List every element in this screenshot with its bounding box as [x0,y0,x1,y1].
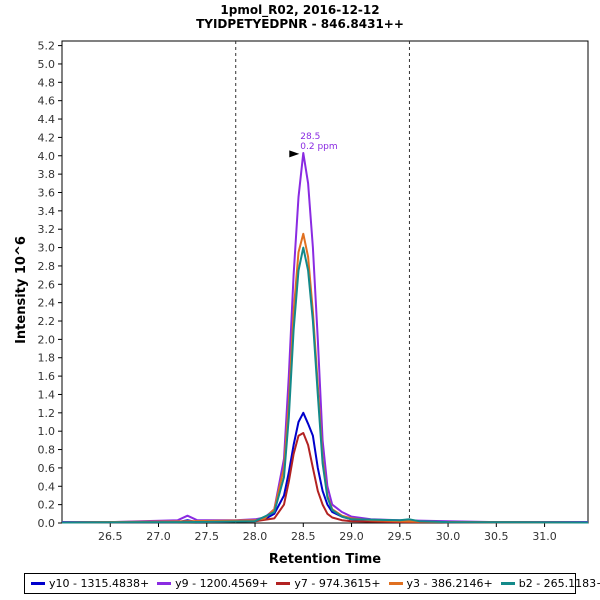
y-tick-label: 4.2 [38,131,56,144]
legend-item: y9 - 1200.4569+ [157,577,268,590]
y-tick-label: 0.6 [38,462,56,475]
x-tick-label: 28.0 [243,530,268,543]
y-tick-label: 3.0 [38,242,56,255]
legend-item: y3 - 386.2146+ [388,577,493,590]
legend: y10 - 1315.4838+ y9 - 1200.4569+ y7 - 974.… [24,573,600,594]
y-axis-label: Intensity 10^6 [14,236,29,344]
y-tick-label: 1.2 [38,407,56,420]
peak-rt-label: 28.5 [300,132,320,142]
y-tick-label: 4.4 [38,113,56,126]
peak-ppm-label: 0.2 ppm [300,142,337,152]
x-tick-label: 27.0 [146,530,171,543]
legend-swatch [388,582,403,585]
y-tick-label: 2.6 [38,278,56,291]
y-tick-label: 1.4 [38,388,56,401]
y-tick-label: 2.2 [38,315,56,328]
y-tick-label: 1.6 [38,370,56,383]
legend-swatch [157,582,172,585]
peak-annotation: 28.50.2 ppm [289,132,338,158]
x-tick-label: 30.0 [436,530,461,543]
series-line-2 [61,432,589,524]
y-axis-ticks: 0.0 0.2 0.4 0.6 0.8 1.0 1.2 1.4 1.6 1.8 2.0 2.2 2.4 2… [38,40,62,530]
x-tick-label: 28.5 [291,530,316,543]
y-tick-label: 1.0 [38,425,56,438]
x-tick-label: 29.0 [339,530,364,543]
y-tick-label: 2.8 [38,260,56,273]
legend-label: y7 - 974.3615+ [294,577,381,590]
y-tick-label: 5.2 [38,40,56,53]
chart-subtitle: TYIDPETYEDPNR - 846.8431++ [196,17,404,31]
legend-item: y10 - 1315.4838+ [31,577,149,590]
legend-swatch [31,582,45,585]
y-tick-label: 2.0 [38,333,56,346]
series-line-4 [61,246,589,524]
y-tick-label: 0.4 [38,480,56,493]
y-tick-label: 4.0 [38,150,56,163]
y-tick-label: 0.2 [38,499,56,512]
y-tick-label: 4.6 [38,95,56,108]
y-tick-label: 5.0 [38,58,56,71]
legend-label: y10 - 1315.4838+ [49,577,150,590]
y-tick-label: 3.6 [38,186,56,199]
y-tick-label: 4.8 [38,76,56,89]
legend-label: y3 - 386.2146+ [406,577,493,590]
x-tick-label: 30.5 [484,530,509,543]
x-tick-label: 31.0 [532,530,557,543]
x-axis-label: Retention Time [269,552,381,567]
legend-item: b2 - 265.1183+ [500,577,600,590]
chart-title: 1pmol_R02, 2016-12-12 [220,3,379,18]
y-tick-label: 0.0 [38,517,56,530]
y-tick-label: 0.8 [38,444,56,457]
legend-swatch [500,582,515,585]
y-tick-label: 3.4 [38,205,56,218]
y-tick-label: 3.8 [38,168,56,181]
x-tick-label: 26.5 [98,530,123,543]
peak-marker-arrow [289,150,300,158]
x-tick-label: 29.5 [388,530,413,543]
series-layer [61,152,589,524]
legend-label: y9 - 1200.4569+ [175,577,269,590]
integration-bounds [235,41,410,523]
legend-item: y7 - 974.3615+ [276,577,381,590]
x-tick-label: 27.5 [195,530,220,543]
y-tick-label: 2.4 [38,297,56,310]
x-axis-ticks: 26.5 27.0 27.5 28.0 28.5 29.0 29.5 30.0 30.5 31.0 [98,523,557,543]
legend-label: b2 - 265.1183+ [518,577,600,590]
y-tick-label: 3.2 [38,223,56,236]
legend-swatch [276,582,291,585]
y-tick-label: 1.8 [38,352,56,365]
plot-area [61,40,589,524]
